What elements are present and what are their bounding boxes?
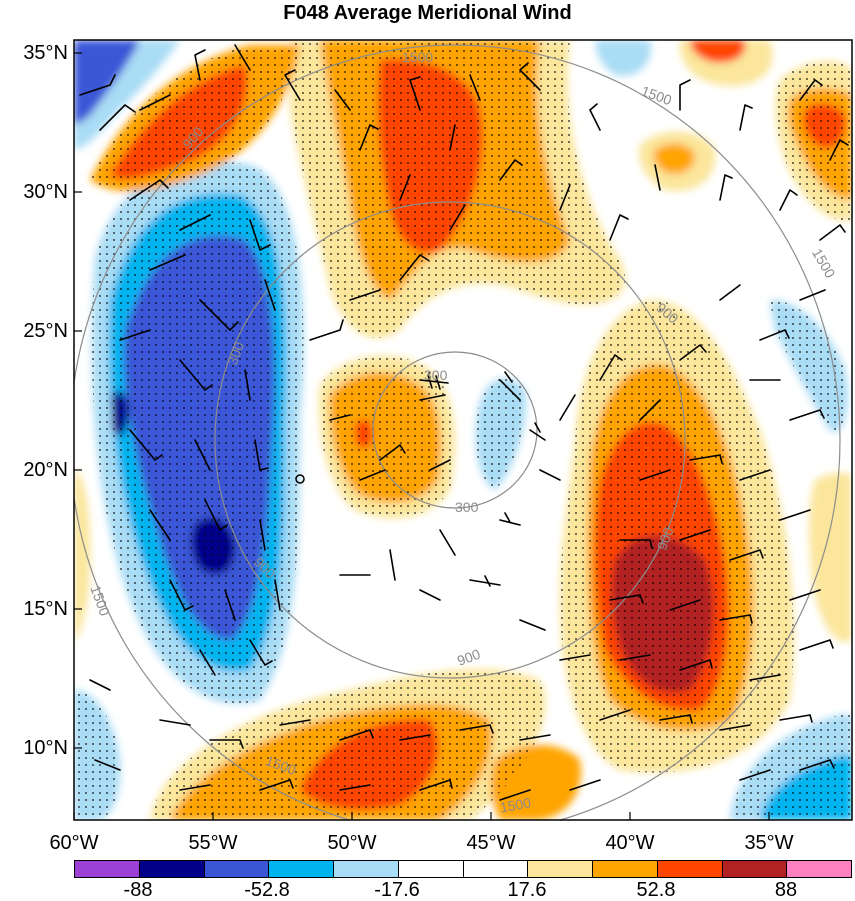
lat-label: 30°N: [23, 181, 68, 203]
lat-label: 10°N: [23, 737, 68, 759]
colorbar-swatch: [787, 861, 851, 877]
wind-barbs: [79, 44, 849, 801]
contour-label: 1500: [402, 49, 433, 65]
pos-west-edge: [74, 470, 91, 640]
contour-label: 900: [654, 525, 677, 553]
colorbar-swatch: [334, 861, 399, 877]
lat-label: 15°N: [23, 598, 68, 620]
contour-300: [372, 351, 538, 509]
colorbar-swatch: [139, 861, 205, 877]
colorbar-label: -17.6: [374, 879, 420, 901]
lon-label: 50°W: [327, 832, 377, 854]
pos-ne-top-core: [690, 40, 746, 63]
contour-label: 1500: [499, 794, 533, 815]
lon-label: 55°W: [188, 832, 238, 854]
contour-900: [214, 201, 686, 679]
lat-label: 35°N: [23, 42, 68, 64]
colorbar-swatch: [204, 861, 270, 877]
lat-label: 25°N: [23, 320, 68, 342]
contour-labels: 300 300 300 900 900 900 900 900 1500 150…: [87, 49, 838, 815]
contour-label: 300: [224, 340, 247, 368]
colorbar-label: -52.8: [244, 879, 290, 901]
colorbar-swatch: [269, 861, 334, 877]
colorbar-swatch: [657, 861, 723, 877]
contour-label: 900: [455, 646, 483, 669]
lon-label: 40°W: [605, 832, 655, 854]
colorbar-swatch: [593, 861, 658, 877]
contour-label: 300: [455, 499, 479, 515]
lat-label: 20°N: [23, 459, 68, 481]
contour-1500: [74, 44, 841, 820]
map-title: F048 Average Meridional Wind: [283, 2, 572, 24]
colorbar-swatch: [722, 861, 788, 877]
neg-band-nw-core: [74, 40, 140, 125]
colorbar-label: 88: [774, 879, 798, 901]
pos-east-edge: [809, 472, 852, 642]
pos-ne-blob-core: [653, 143, 695, 175]
neg-ne-blob: [595, 40, 651, 76]
plot-frame: [73, 39, 853, 821]
colorbar-swatch: [528, 861, 593, 877]
height-contours: [74, 44, 841, 820]
colorbar-label: 17.6: [507, 879, 547, 901]
storm-center-marker: [295, 474, 305, 484]
contour-label: 300: [424, 367, 448, 383]
axis-ticks: [73, 52, 770, 820]
lon-label: 35°W: [744, 832, 794, 854]
colorbar-swatch: [398, 861, 464, 877]
colorbar-swatch: [75, 861, 140, 877]
lon-label: 60°W: [49, 832, 99, 854]
colorbar-label: 52.8: [636, 879, 676, 901]
colorbar-label: -88: [123, 879, 153, 901]
stipple-overlay: [74, 40, 852, 820]
colorbar-swatch: [463, 861, 529, 877]
colorbar: [74, 860, 852, 878]
lon-label: 45°W: [466, 832, 516, 854]
